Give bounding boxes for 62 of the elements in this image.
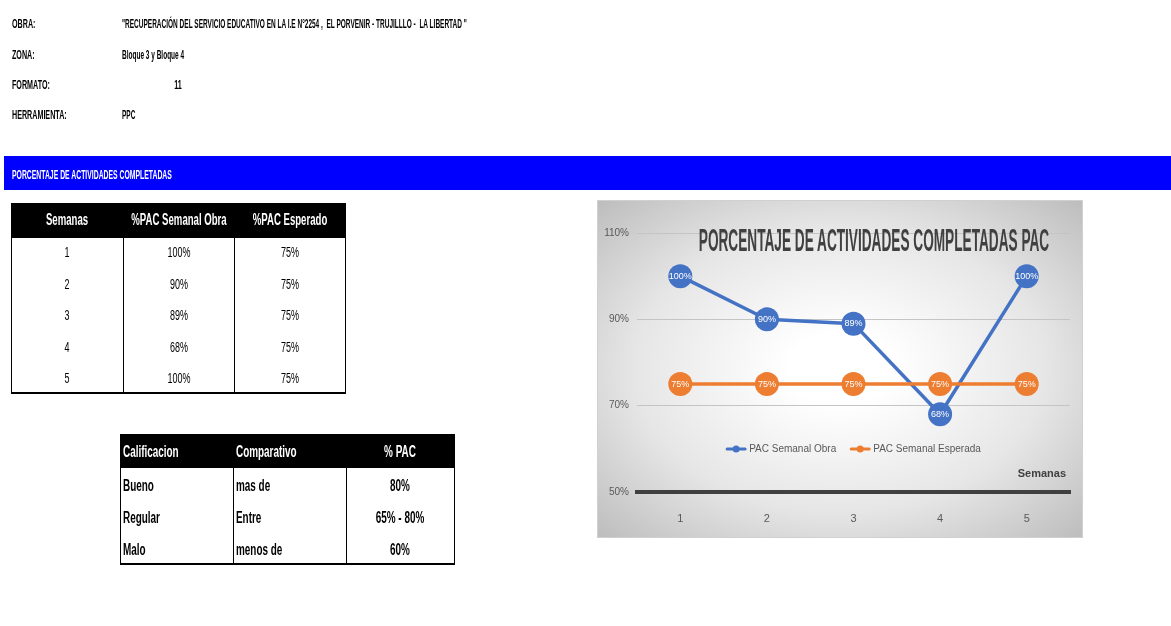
text: menos de: [236, 540, 283, 560]
category-label: 3: [64, 306, 70, 324]
category-label: 4: [64, 337, 70, 355]
text: Regular: [123, 508, 160, 528]
text: "RECUPERACIÓN DEL SERVICIO EDUCATIVO EN LA I.E N°2254 , EL PORVENIR - TRUJILLLO - LA LIBERTAD ": [122, 15, 467, 32]
y-tick-label: 70%: [608, 399, 630, 411]
y-tick-label: 90%: [608, 313, 630, 325]
x-axis-title: Semanas: [1017, 467, 1066, 480]
text: 100%: [166, 369, 191, 387]
text: Comparativo: [236, 442, 297, 462]
text: 60%: [390, 540, 410, 560]
data-label: 75%: [931, 378, 950, 389]
text: 11: [174, 76, 182, 93]
data-label: 90%: [757, 313, 776, 324]
text: HERRAMIENTA:: [12, 106, 67, 123]
text: 75%: [281, 369, 300, 387]
text: 68%: [169, 337, 188, 355]
text: ZONA:: [12, 46, 35, 63]
data-label: 100%: [668, 270, 692, 281]
text: 75%: [281, 306, 300, 324]
data-label: 100%: [1015, 270, 1039, 281]
text: PPC: [122, 106, 136, 123]
category-label: 2: [64, 274, 70, 292]
text: Entre: [236, 508, 262, 528]
chart-title: PORCENTAJE DE ACTIVIDADES COMPLETADAS PAC: [698, 223, 1050, 259]
text: Bloque 3 y Bloque 4: [122, 46, 185, 63]
legend-label: PAC Semanal Esperada: [873, 442, 982, 454]
x-tick-label: 5: [1023, 511, 1030, 524]
x-tick-label: 4: [937, 511, 944, 524]
text: mas de: [236, 476, 271, 496]
text: 75%: [281, 274, 300, 292]
text: Semanas: [45, 210, 88, 230]
data-label: 75%: [671, 378, 690, 389]
data-label: 75%: [1017, 378, 1036, 389]
data-label: 68%: [931, 408, 950, 419]
text: 90%: [169, 274, 188, 292]
text: Calificacion: [123, 442, 179, 462]
text: PORCENTAJE DE ACTIVIDADES COMPLETADAS: [12, 168, 172, 183]
text: 89%: [169, 306, 188, 324]
data-label: 75%: [757, 378, 776, 389]
data-label: 75%: [844, 378, 863, 389]
text: 75%: [281, 337, 300, 355]
x-tick-label: 2: [763, 511, 770, 524]
text: 80%: [390, 476, 410, 496]
text: 75%: [281, 243, 300, 261]
text: 100%: [166, 243, 191, 261]
text: FORMATO:: [12, 76, 50, 93]
category-label: 5: [64, 369, 70, 387]
text: OBRA:: [12, 15, 36, 32]
category-label: 1: [64, 243, 70, 261]
x-tick-label: 1: [677, 511, 684, 524]
text: Malo: [123, 540, 146, 560]
y-tick-label: 50%: [608, 485, 630, 497]
y-tick-label: 110%: [604, 226, 630, 238]
text: Bueno: [123, 476, 154, 496]
legend-label: PAC Semanal Obra: [749, 442, 837, 454]
text: 65% - 80%: [375, 508, 425, 528]
text: %PAC Semanal Obra: [130, 210, 227, 230]
data-label: 89%: [844, 318, 863, 329]
text: % PAC: [384, 442, 416, 462]
text: %PAC Esperado: [252, 210, 328, 230]
x-tick-label: 3: [850, 511, 857, 524]
